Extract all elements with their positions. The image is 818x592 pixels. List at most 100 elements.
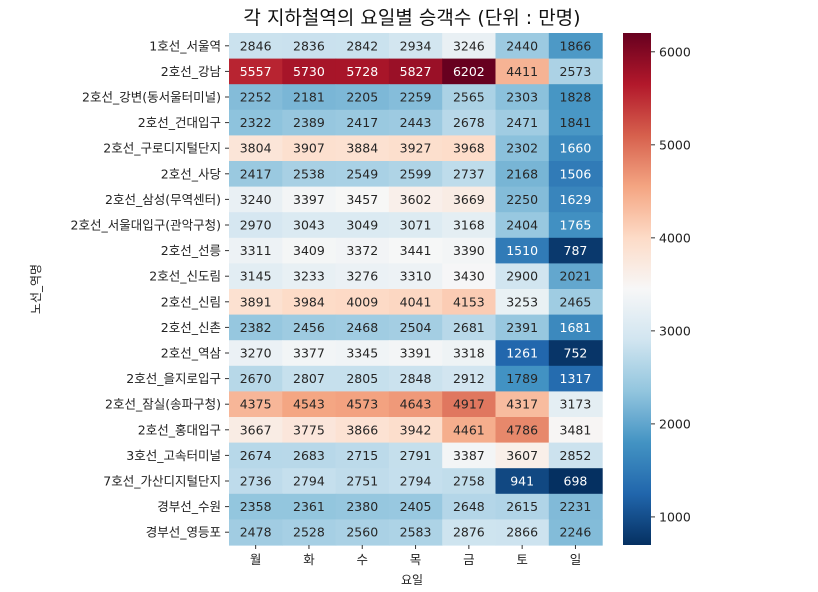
y-tick-label: 2호선_신촌 xyxy=(161,320,221,335)
y-tick-label: 2호선_선릉 xyxy=(161,243,221,258)
x-tick-label: 금 xyxy=(463,552,475,567)
cell-value-label: 2246 xyxy=(560,525,592,540)
heatmap-cell xyxy=(282,135,337,162)
heatmap-cell xyxy=(548,263,603,290)
heatmap-cell xyxy=(335,289,390,316)
cell-value-label: 4153 xyxy=(453,294,485,309)
heatmap-cell xyxy=(442,212,497,239)
heatmap-cell xyxy=(335,340,390,367)
cell-value-label: 2382 xyxy=(240,320,272,335)
heatmap-cell xyxy=(442,237,497,264)
heatmap-cell xyxy=(388,135,443,162)
cell-value-label: 1660 xyxy=(560,141,592,156)
heatmap-cell xyxy=(495,365,550,392)
y-tick-label: 2호선_삼성(무역센터) xyxy=(105,192,221,207)
x-tick-label: 토 xyxy=(516,552,528,567)
cell-value-label: 3607 xyxy=(506,448,538,463)
cell-value-label: 3667 xyxy=(240,422,272,437)
heatmap-cell xyxy=(229,365,283,392)
cell-value-label: 2599 xyxy=(400,166,432,181)
heatmap-cell xyxy=(229,263,283,290)
cell-value-label: 2528 xyxy=(293,525,325,540)
cell-value-label: 3441 xyxy=(400,243,432,258)
cell-value-label: 2583 xyxy=(400,525,432,540)
heatmap-cell xyxy=(548,519,603,546)
heatmap-cell xyxy=(495,340,550,367)
cell-value-label: 2674 xyxy=(240,448,272,463)
heatmap-cell xyxy=(388,314,443,341)
cell-value-label: 3071 xyxy=(400,218,432,233)
cell-value-label: 2021 xyxy=(560,269,592,284)
cell-value-label: 2231 xyxy=(560,499,592,514)
cell-value-label: 2681 xyxy=(453,320,485,335)
y-tick-label: 2호선_신도림 xyxy=(149,269,221,284)
heatmap-cell xyxy=(335,314,390,341)
heatmap-cell xyxy=(442,391,497,418)
heatmap-cell xyxy=(335,391,390,418)
cell-value-label: 2417 xyxy=(346,115,378,130)
cell-value-label: 1681 xyxy=(560,320,592,335)
heatmap-cell xyxy=(229,135,283,162)
y-tick-labels: 1호선_서울역 2호선_강남 2호선_강변(동서울터미널) 2호선_건대입구 2호선_구… xyxy=(71,38,229,540)
heatmap-cell xyxy=(442,186,497,213)
heatmap-cell xyxy=(548,58,603,85)
heatmap-cell xyxy=(495,109,550,136)
cell-value-label: 3409 xyxy=(293,243,325,258)
cell-value-label: 2205 xyxy=(346,90,378,105)
cell-value-label: 2302 xyxy=(506,141,538,156)
heatmap-cell xyxy=(442,442,497,469)
x-tick-label: 화 xyxy=(303,552,315,567)
heatmap-cell xyxy=(548,340,603,367)
heatmap-cell xyxy=(548,289,603,316)
cell-value-label: 5728 xyxy=(346,64,378,79)
heatmap-cell xyxy=(388,519,443,546)
cell-value-label: 3246 xyxy=(453,38,485,53)
cell-value-label: 2900 xyxy=(506,269,538,284)
cell-value-label: 6202 xyxy=(453,64,485,79)
cell-value-label: 2565 xyxy=(453,90,485,105)
heatmap-cell xyxy=(442,519,497,546)
heatmap-cell xyxy=(548,314,603,341)
x-tick-label: 일 xyxy=(570,552,582,567)
y-axis-label: 노선_역명 xyxy=(29,264,43,314)
cell-value-label: 3968 xyxy=(453,141,485,156)
cell-value-label: 3775 xyxy=(293,422,325,437)
heatmap-cell xyxy=(335,58,390,85)
cell-value-label: 3984 xyxy=(293,294,325,309)
cell-value-label: 2573 xyxy=(560,64,592,79)
cell-value-label: 5557 xyxy=(240,64,272,79)
heatmap-cell xyxy=(388,33,443,60)
heatmap-cell xyxy=(335,186,390,213)
heatmap-cell xyxy=(282,84,337,111)
cell-value-label: 2405 xyxy=(400,499,432,514)
heatmap-cell xyxy=(442,84,497,111)
cell-value-label: 4917 xyxy=(453,397,485,412)
cell-value-label: 2970 xyxy=(240,218,272,233)
cell-value-label: 3233 xyxy=(293,269,325,284)
heatmap-cell xyxy=(442,161,497,188)
cell-value-label: 5730 xyxy=(293,64,325,79)
cell-value-label: 2715 xyxy=(346,448,378,463)
y-tick-label: 2호선_홍대입구 xyxy=(138,422,221,437)
heatmap-cell xyxy=(495,263,550,290)
heatmap-cell xyxy=(442,417,497,444)
cell-value-label: 2736 xyxy=(240,474,272,489)
heatmap-cell xyxy=(282,33,337,60)
heatmap-cell xyxy=(388,391,443,418)
heatmap-cell xyxy=(229,519,283,546)
heatmap-cell xyxy=(229,58,283,85)
heatmap-cell xyxy=(388,84,443,111)
heatmap-cell xyxy=(548,33,603,60)
heatmap-cell xyxy=(388,161,443,188)
cell-value-label: 3240 xyxy=(240,192,272,207)
heatmap-cell xyxy=(388,186,443,213)
heatmap-cell xyxy=(495,33,550,60)
heatmap-cell xyxy=(229,391,283,418)
cell-value-label: 941 xyxy=(510,474,534,489)
cell-value-label: 3942 xyxy=(400,422,432,437)
heatmap-cell xyxy=(548,186,603,213)
heatmap-cell xyxy=(548,135,603,162)
cell-value-label: 2912 xyxy=(453,371,485,386)
cell-value-label: 2361 xyxy=(293,499,325,514)
